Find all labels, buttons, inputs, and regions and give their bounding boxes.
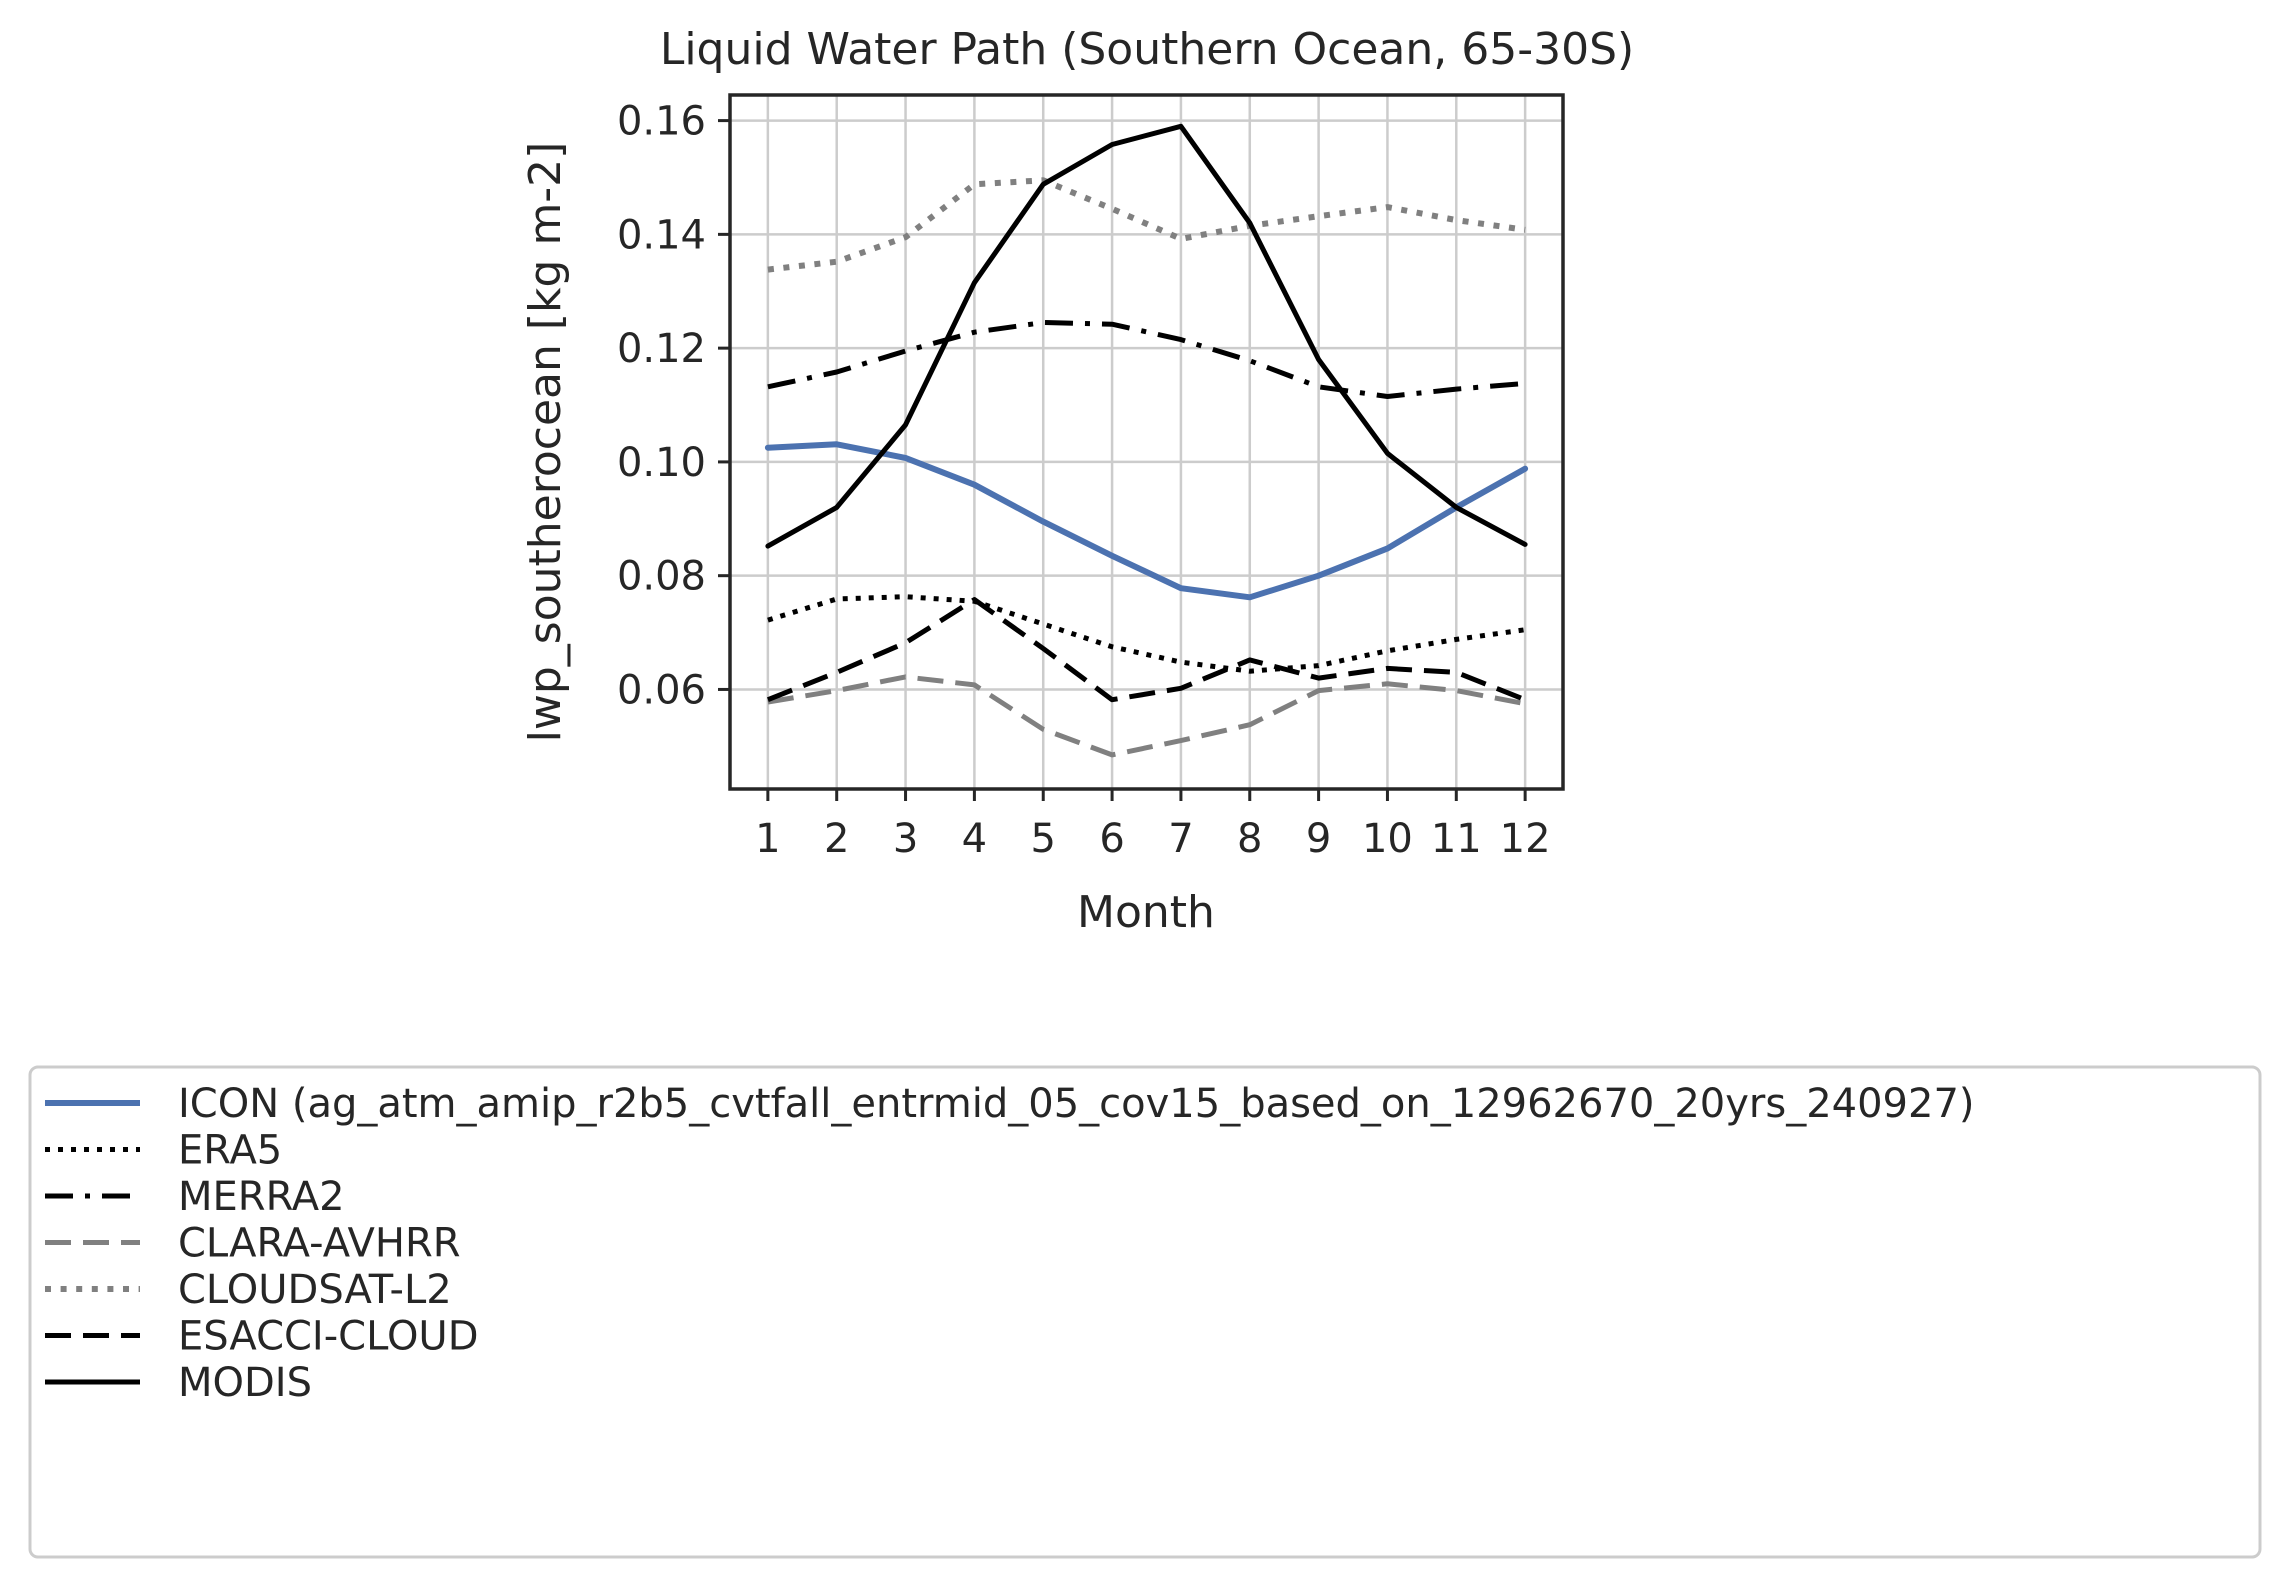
y-tick-label: 0.16 [617, 99, 706, 145]
x-axis-title: Month [1077, 887, 1215, 938]
x-tick-label: 3 [893, 816, 918, 862]
x-tick-label: 2 [824, 816, 849, 862]
series-lines [764, 123, 1529, 758]
y-axis-title: lwp_southerocean [kg m-2] [520, 142, 571, 743]
series-line-5 [766, 597, 1527, 703]
legend-box [28, 1065, 2262, 1559]
x-tick-label: 11 [1431, 816, 1482, 862]
legend-label-2: MERRA2 [178, 1174, 345, 1220]
legend-label-0: ICON (ag_atm_amip_r2b5_cvtfall_entrmid_0… [178, 1081, 1975, 1127]
x-tick-label: 10 [1362, 816, 1413, 862]
legend-label-1: ERA5 [178, 1128, 282, 1174]
series-line-4 [767, 177, 1526, 273]
x-tick-label: 8 [1237, 816, 1262, 862]
y-tick-label: 0.10 [617, 440, 706, 486]
x-tick-label: 4 [962, 816, 987, 862]
series-line-6 [765, 123, 1528, 549]
legend-label-6: MODIS [178, 1360, 312, 1406]
legend-label-3: CLARA-AVHRR [178, 1221, 461, 1267]
y-tick-label: 0.14 [617, 212, 706, 258]
series-line-2 [767, 320, 1526, 399]
y-tick-label: 0.08 [617, 554, 706, 600]
axis-ticks: 1 2 3 4 5 6 7 8 9 10 11 120.060.080.100.120.140.16 [617, 99, 1551, 862]
series-line-1 [767, 594, 1526, 674]
x-tick-label: 5 [1031, 816, 1056, 862]
x-tick-label: 6 [1099, 816, 1124, 862]
y-tick-label: 0.06 [617, 667, 706, 713]
legend-label-4: CLOUDSAT-L2 [178, 1267, 452, 1313]
legend: ICON (ag_atm_amip_r2b5_cvtfall_entrmid_0… [45, 1081, 1975, 1406]
x-tick-label: 7 [1168, 816, 1193, 862]
series-line-3 [767, 674, 1526, 758]
x-tick-label: 12 [1500, 816, 1551, 862]
series-line-0 [764, 441, 1529, 601]
x-tick-label: 9 [1306, 816, 1331, 862]
plot-frame [728, 93, 1565, 791]
x-tick-label: 1 [755, 816, 780, 862]
legend-label-5: ESACCI-CLOUD [178, 1314, 479, 1360]
y-tick-label: 0.12 [617, 326, 706, 372]
chart-title: Liquid Water Path (Southern Ocean, 65-30… [660, 24, 1634, 75]
